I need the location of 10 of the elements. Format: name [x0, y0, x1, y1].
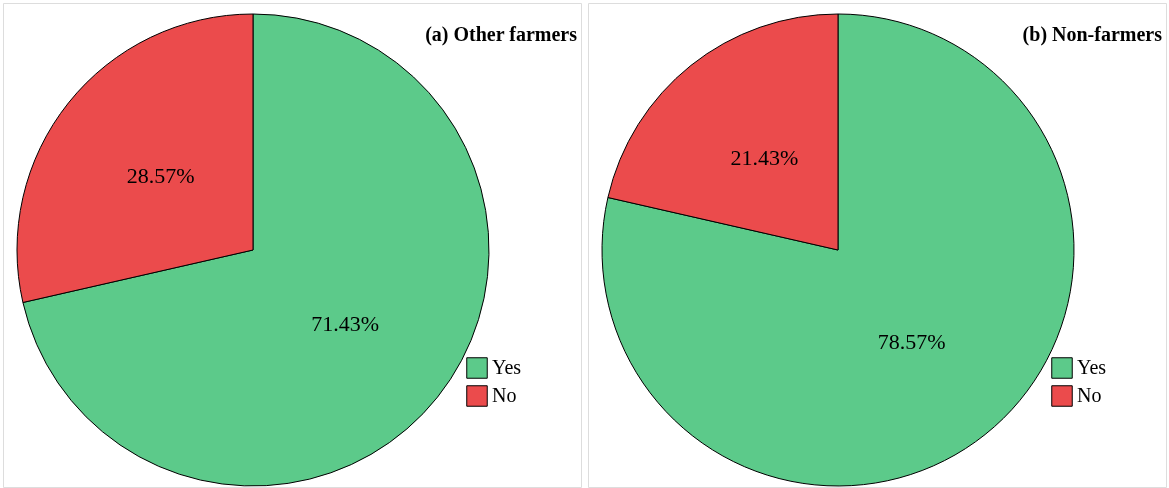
legend-label: No — [1077, 384, 1102, 406]
data-label: 71.43% — [311, 310, 380, 336]
data-label: 78.57% — [877, 329, 946, 355]
legend-label: Yes — [492, 356, 522, 378]
text: (a) Other farmers — [425, 23, 578, 46]
data-label: 21.43% — [730, 144, 799, 170]
legend-label: Yes — [1077, 356, 1107, 378]
legend-label: No — [492, 384, 517, 406]
data-label: 28.57% — [126, 163, 195, 189]
text: (b) Non-farmers — [1022, 23, 1163, 46]
